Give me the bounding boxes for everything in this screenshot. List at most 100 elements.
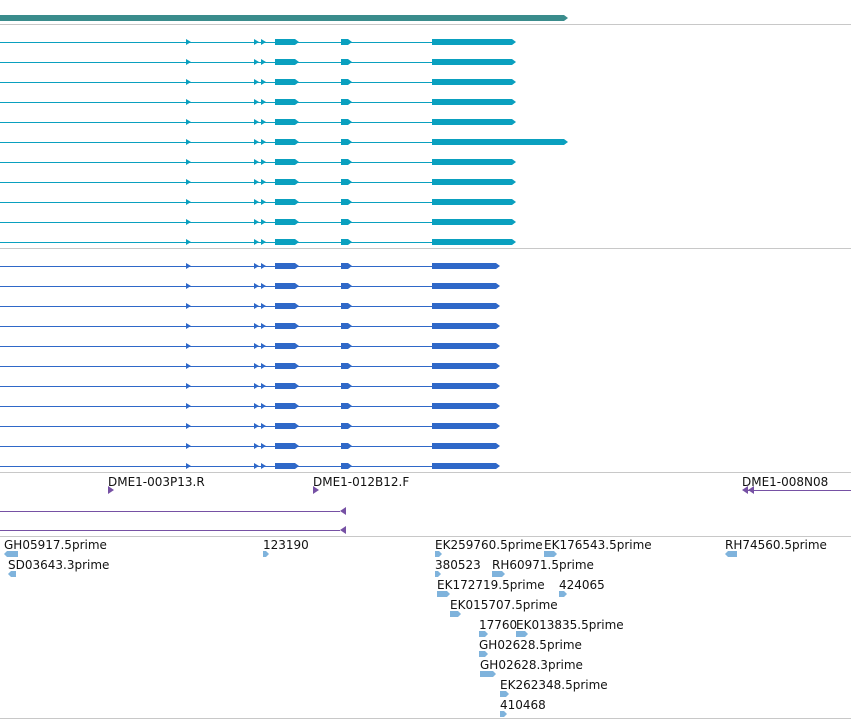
transcript [0, 463, 500, 469]
exon [275, 99, 299, 105]
transcript [0, 363, 500, 369]
exon [341, 139, 352, 145]
est-label[interactable]: SD03643.3prime [8, 558, 110, 572]
exon [432, 263, 500, 269]
strand-arrow [186, 363, 191, 369]
strand-arrow [261, 179, 266, 185]
strand-arrow [186, 263, 191, 269]
transcript [0, 159, 516, 165]
est-feature [437, 591, 450, 597]
strand-arrow [186, 239, 191, 245]
strand-arrow [261, 323, 266, 329]
est-label[interactable]: EK172719.5prime [437, 578, 545, 592]
est-label[interactable]: EK013835.5prime [516, 618, 624, 632]
clone-end-marker [313, 486, 319, 494]
strand-arrow [254, 39, 259, 45]
transcript [0, 263, 500, 269]
est-label[interactable]: GH05917.5prime [4, 538, 107, 552]
est-label[interactable]: RH60971.5prime [492, 558, 594, 572]
exon [432, 139, 568, 145]
exon [432, 39, 516, 45]
strand-arrow [186, 199, 191, 205]
est-label[interactable]: 17760 [479, 618, 518, 632]
strand-arrow [261, 283, 266, 289]
exon [341, 323, 352, 329]
transcript [0, 39, 516, 45]
est-label[interactable]: EK259760.5prime [435, 538, 543, 552]
exon [341, 363, 352, 369]
est-feature [450, 611, 461, 617]
exon [341, 283, 352, 289]
est-label[interactable]: GH02628.3prime [480, 658, 583, 672]
exon [275, 159, 299, 165]
exon [341, 239, 352, 245]
strand-arrow [186, 219, 191, 225]
strand-arrow [261, 59, 266, 65]
est-label[interactable]: 380523 [435, 558, 481, 572]
strand-arrow [261, 139, 266, 145]
transcript [0, 343, 500, 349]
strand-arrow [186, 59, 191, 65]
transcript [0, 323, 500, 329]
exon [275, 343, 299, 349]
strand-arrow [254, 199, 259, 205]
strand-arrow [261, 119, 266, 125]
strand-arrow [186, 159, 191, 165]
strand-arrow [186, 403, 191, 409]
exon [275, 363, 299, 369]
est-label[interactable]: EK176543.5prime [544, 538, 652, 552]
exon [341, 179, 352, 185]
exon [275, 219, 299, 225]
exon [341, 423, 352, 429]
est-feature [725, 551, 737, 557]
est-label[interactable]: 410468 [500, 698, 546, 712]
est-feature [559, 591, 567, 597]
est-label[interactable]: EK015707.5prime [450, 598, 558, 612]
strand-arrow [261, 383, 266, 389]
strand-arrow [254, 219, 259, 225]
strand-arrow [254, 423, 259, 429]
est-label[interactable]: GH02628.5prime [479, 638, 582, 652]
transcript [0, 139, 568, 145]
strand-arrow [254, 463, 259, 469]
exon [275, 119, 299, 125]
exon [341, 383, 352, 389]
clone-label[interactable]: DME1-012B12.F [313, 475, 410, 489]
exon [341, 199, 352, 205]
strand-arrow [261, 343, 266, 349]
transcript [0, 403, 500, 409]
est-label[interactable]: RH74560.5prime [725, 538, 827, 552]
exon [432, 323, 500, 329]
exon [432, 283, 500, 289]
strand-arrow [254, 239, 259, 245]
exon [432, 119, 516, 125]
strand-arrow [186, 343, 191, 349]
strand-arrow [254, 263, 259, 269]
exon [341, 99, 352, 105]
est-feature [479, 651, 488, 657]
strand-arrow [254, 303, 259, 309]
clone-label[interactable]: DME1-008N08 [742, 475, 829, 489]
strand-arrow [254, 79, 259, 85]
strand-arrow [254, 139, 259, 145]
est-feature [8, 571, 16, 577]
transcript [0, 59, 516, 65]
exon [275, 39, 299, 45]
est-label[interactable]: 123190 [263, 538, 309, 552]
exon [432, 59, 516, 65]
transcript [0, 383, 500, 389]
strand-arrow [254, 383, 259, 389]
clone-end-track [0, 486, 851, 534]
exon [275, 199, 299, 205]
est-label[interactable]: EK262348.5prime [500, 678, 608, 692]
exon [275, 263, 299, 269]
strand-arrow [254, 343, 259, 349]
exon [341, 59, 352, 65]
est-label[interactable]: 424065 [559, 578, 605, 592]
transcript [0, 239, 516, 245]
clone-label[interactable]: DME1-003P13.R [108, 475, 205, 489]
exon [341, 443, 352, 449]
est-feature [480, 671, 496, 677]
est-feature [516, 631, 528, 637]
est-feature [492, 571, 505, 577]
